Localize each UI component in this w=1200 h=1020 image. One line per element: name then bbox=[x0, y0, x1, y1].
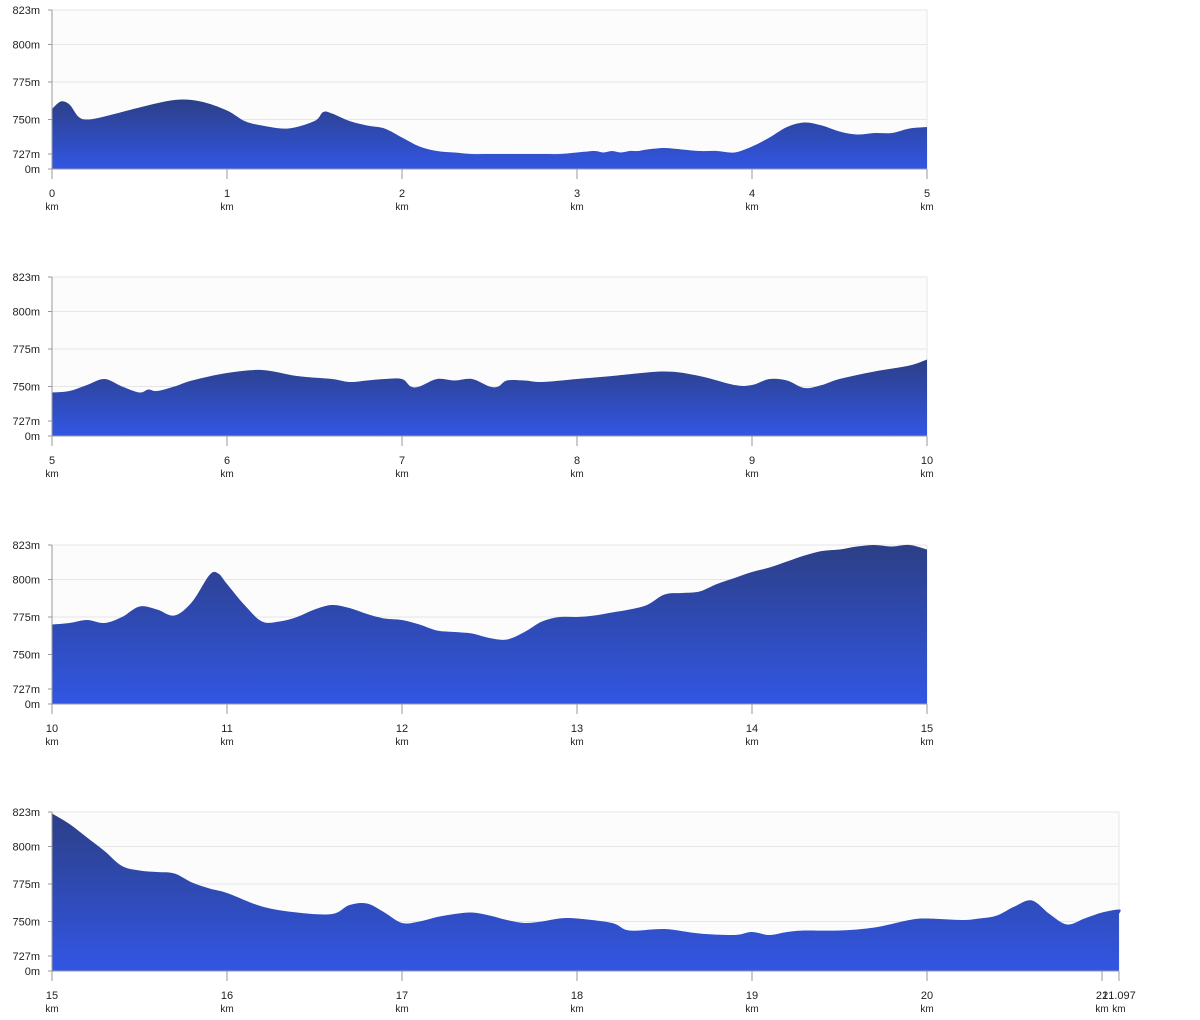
elevation-area bbox=[52, 99, 927, 169]
x-tick-label: 7 bbox=[399, 455, 405, 467]
elevation-chart-2: 823m 800m 775m 750m 727m 0m 5 km 6 km 7 km 8 km 9 km 10 k… bbox=[12, 272, 933, 480]
x-tick-label: 3 bbox=[574, 188, 580, 200]
x-tick-unit: km bbox=[395, 737, 408, 748]
y-tick-label: 775m bbox=[12, 879, 40, 891]
y-tick-label: 0m bbox=[25, 966, 40, 978]
x-tick-unit: km bbox=[45, 737, 58, 748]
x-tick-unit: km bbox=[1112, 1004, 1125, 1015]
x-tick-unit: km bbox=[220, 469, 233, 480]
y-tick-label: 750m bbox=[12, 917, 40, 929]
x-tick-label: 5 bbox=[49, 455, 55, 467]
y-tick-label: 0m bbox=[25, 699, 40, 711]
y-tick-label: 800m bbox=[12, 842, 40, 854]
x-tick-label: 10 bbox=[46, 723, 58, 735]
x-tick-unit: km bbox=[45, 202, 58, 213]
x-tick-unit: km bbox=[220, 737, 233, 748]
elevation-area bbox=[52, 813, 1121, 971]
x-tick-label: 11 bbox=[221, 723, 232, 735]
y-tick-label: 0m bbox=[25, 431, 40, 443]
x-tick-label: 0 bbox=[49, 188, 55, 200]
x-tick-label: 2 bbox=[399, 188, 405, 200]
x-tick-unit: km bbox=[570, 737, 583, 748]
x-tick-unit: km bbox=[220, 202, 233, 213]
x-tick-unit: km bbox=[570, 1004, 583, 1015]
x-tick-label: 18 bbox=[571, 990, 583, 1002]
y-tick-label: 750m bbox=[12, 650, 40, 662]
x-tick-unit: km bbox=[220, 1004, 233, 1015]
y-tick-label: 727m bbox=[12, 951, 40, 963]
y-tick-label: 750m bbox=[12, 115, 40, 127]
y-tick-label: 750m bbox=[12, 382, 40, 394]
x-tick-unit: km bbox=[920, 469, 933, 480]
elevation-chart-3: 823m 800m 775m 750m 727m 0m 10 km 11 km 12 km 13 km 14… bbox=[12, 540, 933, 748]
x-tick-label: 15 bbox=[921, 723, 933, 735]
y-tick-label: 775m bbox=[12, 612, 40, 624]
elevation-chart-4: 823m 800m 775m 750m 727m 0m 15 km 16 km 17 km 18 km 19… bbox=[12, 807, 1135, 1015]
x-tick-unit: km bbox=[45, 469, 58, 480]
x-tick-unit: km bbox=[45, 1004, 58, 1015]
x-tick-unit: km bbox=[745, 1004, 758, 1015]
x-tick-label: 16 bbox=[221, 990, 233, 1002]
elevation-area bbox=[52, 544, 927, 704]
x-tick-label: 5 bbox=[924, 188, 930, 200]
x-tick-unit: km bbox=[395, 469, 408, 480]
x-tick-label: 4 bbox=[749, 188, 755, 200]
x-tick-label: 21.097 bbox=[1102, 990, 1136, 1002]
x-tick-unit: km bbox=[395, 202, 408, 213]
x-tick-unit: km bbox=[745, 469, 758, 480]
x-tick-unit: km bbox=[570, 202, 583, 213]
x-tick-label: 21 bbox=[1096, 990, 1108, 1002]
y-tick-label: 800m bbox=[12, 40, 40, 52]
y-tick-label: 0m bbox=[25, 164, 40, 176]
elevation-chart-1: 823m 800m 775m 750m 727m 0m 0 km 1 km 2 km 3 km 4 km 5 km bbox=[12, 5, 933, 213]
x-tick-label: 13 bbox=[571, 723, 583, 735]
x-tick-unit: km bbox=[920, 737, 933, 748]
y-tick-label: 823m bbox=[12, 272, 40, 284]
y-tick-label: 775m bbox=[12, 344, 40, 356]
x-tick-label: 6 bbox=[224, 455, 230, 467]
y-tick-label: 823m bbox=[12, 540, 40, 552]
x-tick-label: 9 bbox=[749, 455, 755, 467]
y-tick-label: 727m bbox=[12, 416, 40, 428]
x-tick-label: 15 bbox=[46, 990, 58, 1002]
x-tick-label: 17 bbox=[396, 990, 408, 1002]
x-tick-label: 19 bbox=[746, 990, 758, 1002]
y-tick-label: 823m bbox=[12, 807, 40, 819]
x-tick-unit: km bbox=[920, 202, 933, 213]
y-tick-label: 775m bbox=[12, 77, 40, 89]
x-tick-label: 8 bbox=[574, 455, 580, 467]
y-tick-label: 727m bbox=[12, 149, 40, 161]
elevation-area bbox=[52, 359, 927, 436]
x-tick-label: 10 bbox=[921, 455, 933, 467]
x-tick-label: 12 bbox=[396, 723, 408, 735]
x-tick-label: 20 bbox=[921, 990, 933, 1002]
x-tick-label: 1 bbox=[224, 188, 230, 200]
x-tick-unit: km bbox=[920, 1004, 933, 1015]
y-tick-label: 823m bbox=[12, 5, 40, 17]
y-tick-label: 727m bbox=[12, 684, 40, 696]
x-tick-unit: km bbox=[745, 737, 758, 748]
x-tick-unit: km bbox=[395, 1004, 408, 1015]
x-tick-unit: km bbox=[1095, 1004, 1108, 1015]
y-tick-label: 800m bbox=[12, 307, 40, 319]
y-tick-label: 800m bbox=[12, 575, 40, 587]
x-tick-unit: km bbox=[745, 202, 758, 213]
x-tick-label: 14 bbox=[746, 723, 758, 735]
x-tick-unit: km bbox=[570, 469, 583, 480]
